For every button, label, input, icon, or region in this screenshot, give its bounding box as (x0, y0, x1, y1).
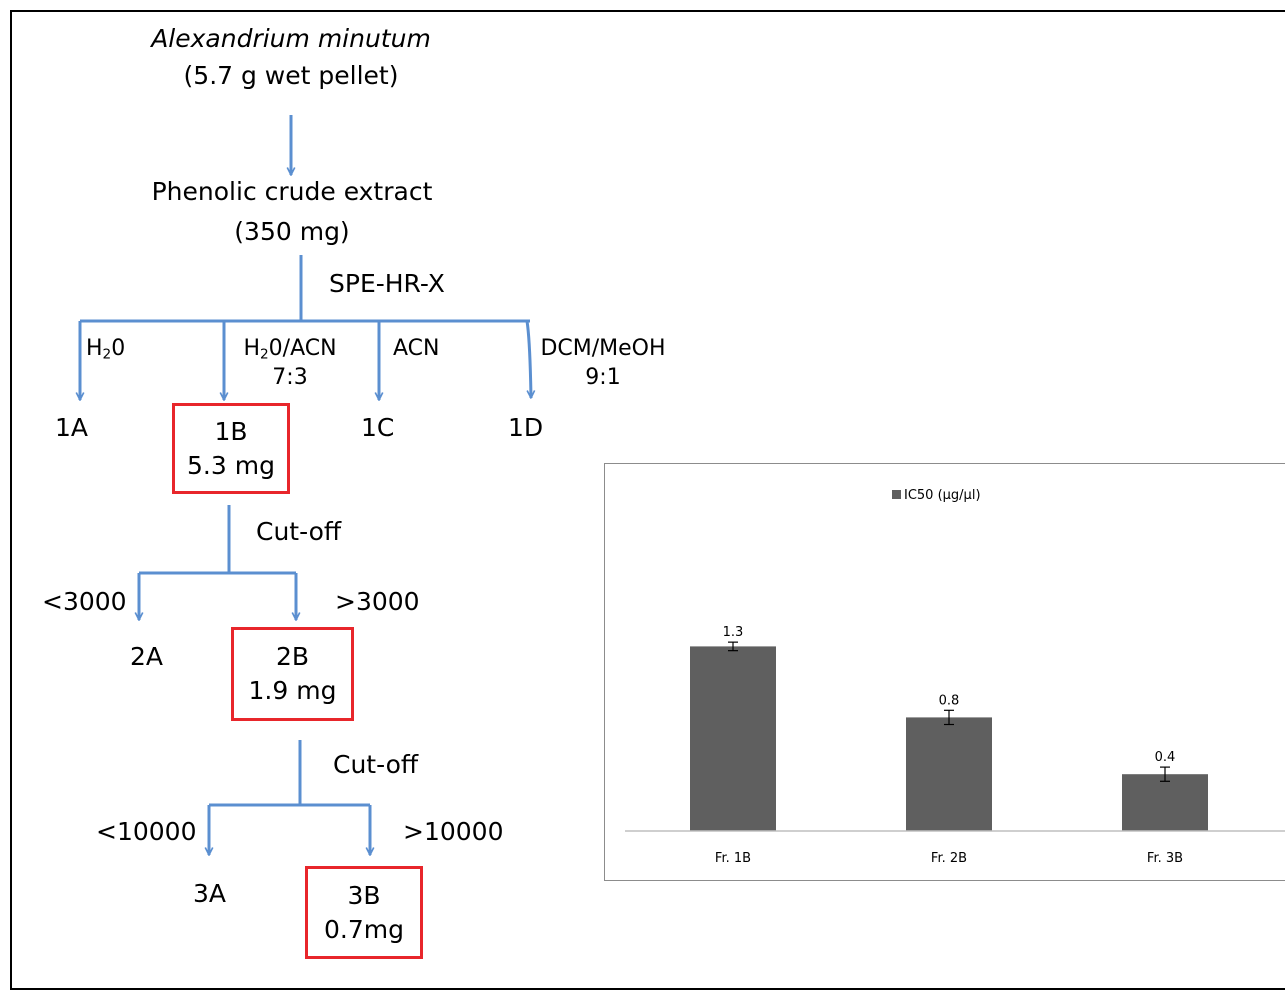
figure: Alexandrium minutum (5.7 g wet pellet) P… (0, 10, 1285, 990)
solvent-1a-base: H (86, 336, 103, 361)
solvent-label-1d: DCM/MeOH 9:1 (528, 336, 678, 391)
x-tick-fr-1b: Fr. 1B (715, 851, 751, 866)
solvent-1d-name: DCM/MeOH (540, 336, 666, 361)
legend-swatch (892, 490, 901, 499)
arrow-to-1d (525, 320, 531, 398)
solvent-label-1b: H20/ACN 7:3 (235, 336, 345, 390)
solvent-1b-sub: 2 (259, 346, 269, 363)
fraction-3b-label: 3B (347, 880, 381, 910)
solvent-1b-base: H (243, 336, 260, 361)
data-label-fr-1b: 1.3 (723, 625, 744, 640)
fraction-2b-label: 2B (275, 642, 310, 672)
fraction-2b-mass: 1.9 mg (248, 676, 337, 705)
solvent-label-1c: ACN (393, 336, 440, 361)
crude-extract-name: Phenolic crude extract (151, 177, 433, 206)
crude-extract-amount: (350 mg) (234, 217, 350, 246)
fraction-1b-box: 1B 5.3 mg (172, 403, 290, 494)
cutoff-2-label: Cut-off (333, 750, 419, 779)
bar-fr-1b (690, 646, 776, 831)
chart-bars: 1.3 0.8 0.4 (690, 625, 1208, 831)
spe-method-label: SPE-HR-X (329, 269, 445, 298)
fraction-2a: 2A (130, 642, 164, 671)
fraction-1b-label: 1B (214, 416, 248, 446)
flow-lines (80, 115, 531, 855)
solvent-1b-ratio: 7:3 (272, 365, 308, 391)
threshold-gt-3000: >3000 (335, 587, 420, 616)
x-tick-fr-2b: Fr. 2B (931, 851, 967, 866)
chart-legend: IC50 (µg/µl) (892, 488, 981, 503)
bar-fr-3b (1122, 774, 1208, 831)
fraction-1d: 1D (508, 413, 544, 442)
fraction-3b-box: 3B 0.7mg (305, 866, 423, 959)
fraction-1c: 1C (361, 413, 395, 442)
solvent-1a-sub: 2 (102, 346, 112, 363)
threshold-lt-3000: <3000 (42, 587, 127, 616)
source-organism: Alexandrium minutum (151, 24, 431, 53)
cutoff-1-label: Cut-off (256, 517, 342, 546)
source-amount: (5.7 g wet pellet) (183, 61, 399, 90)
ic50-chart-panel: IC50 (µg/µl) 1.3 0.8 0.4 Fr. 1B Fr. 2B Fr. 3… (604, 463, 1285, 881)
fraction-3a: 3A (193, 879, 227, 908)
fraction-2b-box: 2B 1.9 mg (231, 627, 354, 721)
fraction-1a: 1A (55, 413, 89, 442)
solvent-1b-name: H20/ACN (235, 336, 345, 363)
error-bar-fr-1b (728, 641, 738, 652)
ic50-bar-chart: IC50 (µg/µl) 1.3 0.8 0.4 Fr. 1B Fr. 2B Fr. 3… (625, 488, 1285, 866)
bar-fr-2b (906, 717, 992, 831)
error-bar-fr-3b (1160, 766, 1170, 782)
threshold-lt-10000: <10000 (96, 817, 197, 846)
solvent-1d-ratio: 9:1 (585, 365, 621, 391)
fraction-1b-mass: 5.3 mg (187, 450, 275, 480)
data-label-fr-3b: 0.4 (1155, 750, 1176, 765)
chart-x-labels: Fr. 1B Fr. 2B Fr. 3B (715, 851, 1183, 866)
solvent-1a-rest: 0 (111, 336, 126, 361)
flow-connectors (0, 115, 1285, 965)
legend-label: IC50 (µg/µl) (904, 488, 981, 503)
data-label-fr-2b: 0.8 (939, 693, 960, 708)
solvent-1b-rest: 0/ACN (268, 336, 337, 361)
error-bar-fr-2b (944, 709, 954, 726)
solvent-label-1a: H20 (86, 336, 125, 363)
fraction-3b-mass: 0.7mg (324, 914, 404, 944)
threshold-gt-10000: >10000 (403, 817, 504, 846)
x-tick-fr-3b: Fr. 3B (1147, 851, 1183, 866)
